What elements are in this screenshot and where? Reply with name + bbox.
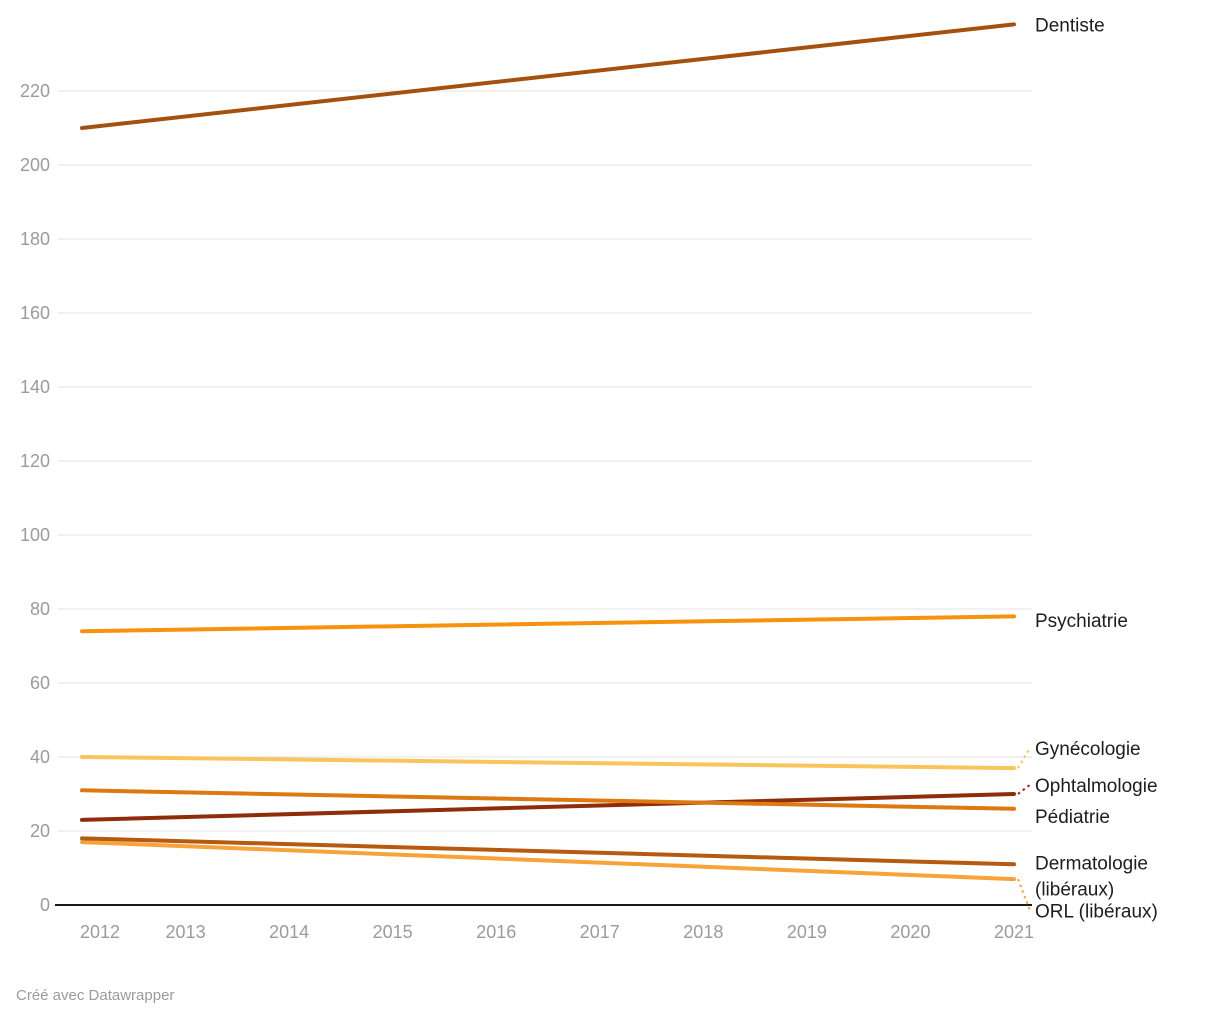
y-tick-label: 200 [20,155,50,175]
x-tick-label: 2021 [994,922,1034,942]
y-tick-label: 0 [40,895,50,915]
series-label-gynecologie: Gynécologie [1035,739,1141,760]
line-chart: 0 20 40 60 80 100 120 140 160 180 200 220 2012 2013 20… [20,15,1158,942]
x-tick-label: 2014 [269,922,309,942]
x-tick-label: 2012 [80,922,120,942]
x-tick-label: 2018 [683,922,723,942]
x-tick-label: 2016 [476,922,516,942]
series-line-pediatrie [80,788,1016,811]
y-tick-label: 100 [20,525,50,545]
series-label-psychiatrie: Psychiatrie [1035,611,1128,632]
series-label-ophtalmologie: Ophtalmologie [1035,776,1158,797]
series-line-dermatologie-liberaux [80,836,1016,867]
series-line-psychiatrie [80,614,1016,634]
y-tick-label: 180 [20,229,50,249]
x-tick-label: 2013 [166,922,206,942]
x-tick-label: 2015 [373,922,413,942]
series-line-orl-liberaux [80,840,1016,882]
series-label-dentiste: Dentiste [1035,15,1105,36]
series-line-dentiste [80,22,1016,130]
series-label-orl-liberaux: ORL (libéraux) [1035,902,1158,923]
credit-line: Créé avec Datawrapper [16,987,175,1004]
series-line-ophtalmologie [80,792,1016,822]
label-connector-gynecologie [1017,747,1031,769]
y-tick-label: 40 [30,747,50,767]
y-tick-label: 140 [20,377,50,397]
y-tick-label: 120 [20,451,50,471]
label-connector-ophtalmologie [1017,783,1031,795]
x-tick-label: 2017 [580,922,620,942]
y-tick-label: 220 [20,81,50,101]
series-label-pediatrie: Pédiatrie [1035,807,1110,828]
x-tick-label: 2019 [787,922,827,942]
y-tick-label: 20 [30,821,50,841]
series-label-dermatologie-liberaux: (libéraux) [1035,879,1114,900]
series-label-dermatologie-liberaux: Dermatologie [1035,853,1148,874]
y-tick-label: 60 [30,673,50,693]
series-line-gynecologie [80,755,1016,771]
y-tick-label: 80 [30,599,50,619]
y-tick-label: 160 [20,303,50,323]
x-tick-label: 2020 [890,922,930,942]
